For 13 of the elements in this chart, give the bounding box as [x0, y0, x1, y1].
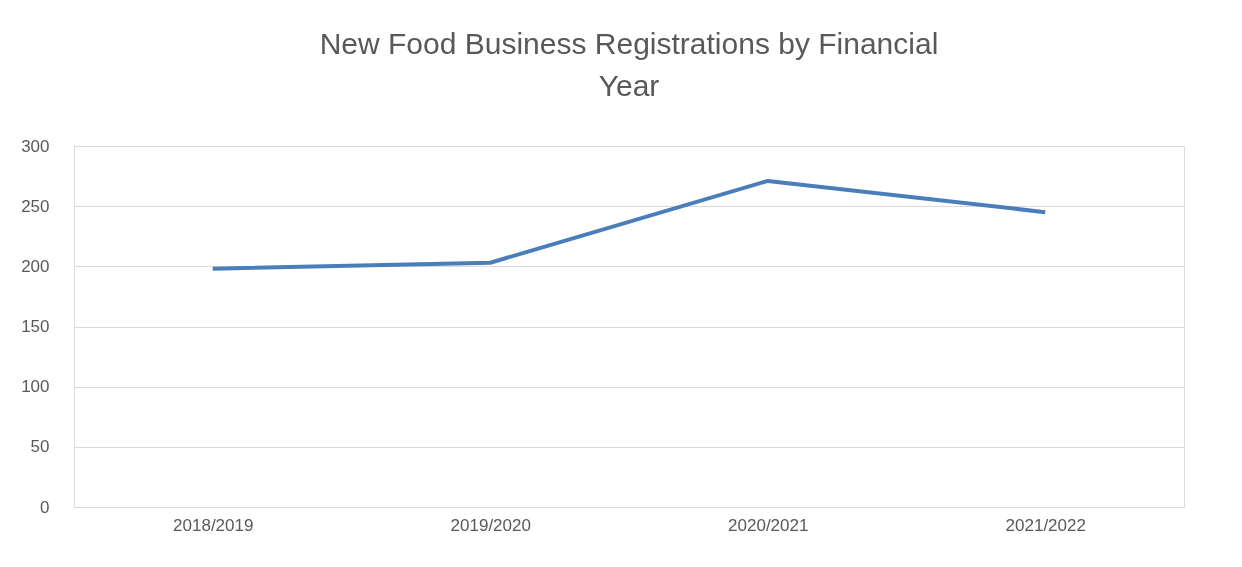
x-tick-label: 2018/2019	[173, 515, 254, 535]
chart-title: New Food Business Registrations by Financial Year	[319, 27, 939, 102]
line-series	[210, 178, 1048, 271]
y-tick-label: 50	[30, 437, 50, 457]
y-tick-label: 300	[21, 136, 50, 156]
y-tick-label: 100	[21, 377, 50, 397]
y-tick-label: 250	[21, 196, 50, 216]
y-tick-label: 200	[21, 256, 50, 276]
y-tick-label: 0	[40, 497, 50, 517]
x-tick-label: 2020/2021	[728, 515, 809, 535]
x-tick-label: 2019/2020	[450, 515, 531, 535]
x-tick-label: 2021/2022	[1005, 515, 1086, 535]
y-tick-label: 150	[21, 317, 50, 336]
